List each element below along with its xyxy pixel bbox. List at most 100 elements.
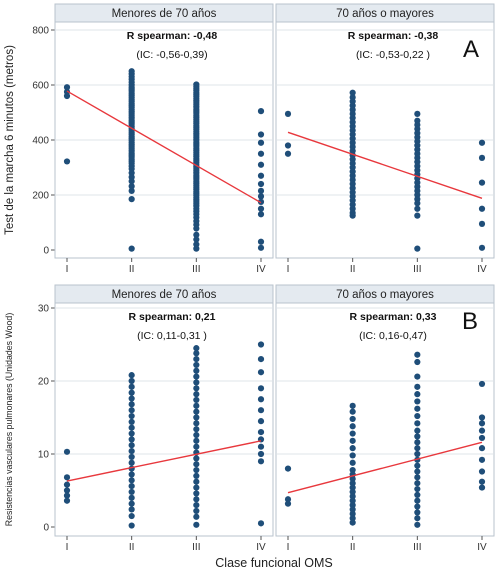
data-point <box>349 510 356 517</box>
data-point <box>414 398 421 405</box>
data-point <box>414 503 421 510</box>
data-point <box>414 480 421 487</box>
data-point <box>257 198 265 205</box>
data-point <box>349 488 356 496</box>
data-point <box>257 205 265 212</box>
panel-letter: A <box>463 36 479 63</box>
data-point <box>128 488 135 496</box>
spearman-value: 0,33 <box>416 311 437 323</box>
data-point <box>414 351 421 358</box>
data-point <box>193 513 200 520</box>
data-point <box>193 496 200 503</box>
fit-line <box>287 441 483 494</box>
data-point <box>257 458 265 465</box>
y-tick-label: 0 <box>43 523 49 534</box>
data-point <box>128 483 135 490</box>
data-point <box>478 179 486 186</box>
data-point <box>193 431 200 439</box>
data-point <box>349 493 356 500</box>
x-tick-label: II <box>129 542 135 553</box>
data-point <box>478 154 486 161</box>
data-point <box>128 196 135 203</box>
data-point <box>128 494 135 501</box>
data-point <box>478 434 486 442</box>
data-point <box>257 244 265 251</box>
data-point <box>257 108 265 115</box>
data-point <box>414 412 421 420</box>
data-point <box>63 84 71 91</box>
spearman-annotation: R spearman: -0,48 <box>127 30 218 42</box>
data-point <box>193 350 200 357</box>
data-point <box>193 484 200 491</box>
data-point <box>193 373 200 380</box>
chart-panel-a: Test de la marcha 6 minutos (metros) 0 200… <box>4 3 495 275</box>
data-point <box>257 450 265 458</box>
facet-title: Menores de 70 años <box>112 8 217 20</box>
data-point <box>257 356 265 363</box>
data-point <box>193 455 200 462</box>
data-point <box>128 183 135 190</box>
data-point <box>257 172 265 179</box>
data-point <box>128 471 135 478</box>
data-point <box>284 465 292 472</box>
spearman-value: -0,38 <box>414 30 438 42</box>
data-point <box>193 245 200 252</box>
data-point <box>349 480 356 487</box>
spearman-label: R spearman: <box>127 30 194 42</box>
spearman-annotation: R spearman: -0,38 <box>348 30 439 42</box>
data-point <box>193 478 200 485</box>
x-tick-label: II <box>129 264 135 275</box>
x-tick-label: I <box>66 542 69 553</box>
data-point <box>349 497 356 504</box>
data-point <box>128 522 135 529</box>
y-tick-label: 10 <box>38 450 50 461</box>
spearman-label: R spearman: <box>350 311 417 323</box>
data-point <box>128 506 135 513</box>
data-point <box>414 212 421 219</box>
data-point <box>63 492 71 499</box>
spearman-value: -0,48 <box>193 30 217 42</box>
data-point <box>478 484 486 491</box>
data-point <box>128 395 135 402</box>
data-point <box>257 211 265 218</box>
data-point <box>193 225 200 232</box>
data-point <box>349 212 356 219</box>
confidence-interval: (IC: -0,56-0,39) <box>136 49 207 61</box>
data-point <box>414 200 421 207</box>
data-point <box>257 385 265 392</box>
data-point <box>63 487 71 494</box>
data-point <box>414 439 421 446</box>
data-point <box>414 491 421 498</box>
data-point <box>284 142 292 149</box>
data-point <box>414 474 421 481</box>
data-point <box>257 443 265 450</box>
data-point <box>128 477 135 484</box>
data-point <box>128 245 135 252</box>
data-point <box>128 447 135 455</box>
data-point <box>349 459 356 466</box>
fit-line <box>66 90 262 204</box>
data-point <box>349 430 356 437</box>
plot-area <box>54 302 274 537</box>
data-point <box>193 443 200 450</box>
x-tick-label: III <box>192 542 200 553</box>
y-tick-label: 400 <box>32 136 49 147</box>
spearman-label: R spearman: <box>129 311 196 323</box>
data-point <box>193 507 200 515</box>
y-tick-label: 30 <box>38 304 50 315</box>
data-point <box>193 391 200 398</box>
data-point <box>257 407 265 414</box>
data-point <box>128 459 135 466</box>
data-point <box>193 466 200 474</box>
data-point <box>478 414 486 421</box>
facet-title: 70 años o mayores <box>336 8 434 20</box>
data-point <box>128 401 135 408</box>
x-tick-label: III <box>413 542 421 553</box>
data-point <box>63 158 71 165</box>
data-point <box>414 420 421 427</box>
data-point <box>478 420 486 427</box>
